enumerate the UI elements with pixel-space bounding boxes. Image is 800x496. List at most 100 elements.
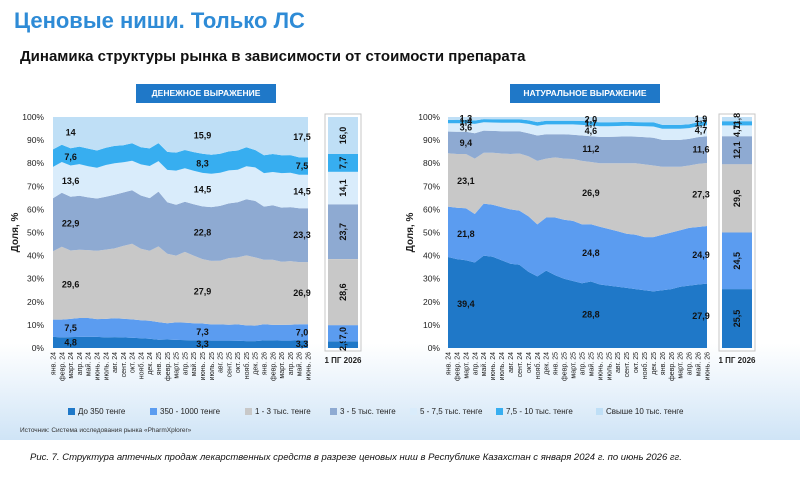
summary-bar-label: 23,7: [338, 223, 348, 241]
area-series-5: [448, 119, 707, 129]
x-tick-label: июль. 24: [103, 352, 110, 381]
x-tick-label: июль. 25: [606, 352, 613, 381]
x-tick-label: дек. 25: [253, 352, 260, 375]
x-tick-label: март. 26: [279, 352, 286, 379]
x-tick-label: июнь. 26: [306, 352, 313, 380]
x-tick-label: янв. 26: [262, 352, 269, 375]
data-label: 14,5: [293, 187, 311, 197]
legend-item: До 350 тенге: [68, 406, 125, 418]
x-tick-label: июнь. 25: [597, 352, 604, 380]
area-series-6: [53, 117, 308, 158]
y-tick-label: 90%: [27, 135, 44, 145]
legend-label: 3 - 5 тыс. тенге: [340, 407, 396, 416]
data-label: 7,0: [296, 327, 309, 337]
data-label: 27,9: [194, 286, 212, 296]
y-tick-label: 40%: [423, 251, 440, 261]
summary-bar-label: 1,8: [732, 113, 742, 126]
summary-bar-segment: [328, 117, 358, 154]
legend-item: Свыше 10 тыс. тенге: [596, 406, 683, 418]
y-tick-label: 0%: [32, 343, 45, 353]
data-label: 24,8: [582, 248, 600, 258]
area-series-4: [448, 122, 707, 140]
summary-bar-segment: [722, 136, 752, 165]
x-tick-label: апр. 26: [687, 352, 694, 375]
x-tick-label: янв. 25: [156, 352, 163, 375]
y-tick-label: 10%: [27, 320, 44, 330]
area-series-5: [53, 143, 308, 175]
x-tick-label: май. 24: [480, 352, 488, 376]
data-label: 1,3: [460, 114, 473, 124]
summary-bar-label: 7,7: [338, 157, 348, 170]
data-label: 11,6: [692, 145, 709, 155]
data-label: 26,9: [582, 188, 600, 198]
data-label: 4,8: [64, 338, 77, 348]
x-tick-label: авг. 25: [218, 352, 225, 373]
summary-bar-label: 29,6: [732, 190, 742, 208]
y-tick-label: 20%: [27, 297, 44, 307]
data-label: 22,9: [62, 219, 80, 229]
x-tick-label: март. 25: [571, 352, 578, 379]
summary-bar-frame: [324, 113, 362, 352]
area-series-1: [448, 203, 707, 292]
data-label: 24,9: [692, 250, 710, 260]
x-tick-label: июль. 25: [209, 352, 216, 381]
x-tick-label: окт. 25: [633, 352, 640, 373]
legend-swatch: [150, 408, 157, 415]
summary-bar-label: 7,0: [338, 327, 348, 340]
x-tick-label: авг. 24: [508, 352, 515, 373]
x-tick-label: апр. 24: [77, 352, 84, 375]
legend-item: 3 - 5 тыс. тенге: [330, 406, 396, 418]
x-tick-label: май. 26: [296, 352, 304, 376]
legend-label: Свыше 10 тыс. тенге: [606, 407, 684, 416]
area-series-4: [53, 160, 308, 209]
legend-item: 350 - 1000 тенге: [150, 406, 220, 418]
summary-bar-segment: [722, 121, 752, 126]
y-tick-label: 20%: [423, 297, 440, 307]
y-tick-label: 70%: [27, 181, 44, 191]
badge-monetary: ДЕНЕЖНОЕ ВЫРАЖЕНИЕ: [136, 84, 276, 103]
data-label: 7,3: [196, 327, 209, 337]
x-tick-label: окт. 25: [235, 352, 242, 373]
x-tick-label: февр. 26: [669, 352, 676, 381]
y-tick-label: 80%: [423, 158, 440, 168]
x-tick-label: дек. 24: [544, 352, 551, 375]
y-tick-label: 50%: [423, 228, 440, 238]
y-tick-label: 30%: [423, 274, 440, 284]
charts-canvas: 0% 10% 20% 30% 40% 50% 60% 70% 80% 90% 100% Доля, %…: [10, 112, 756, 381]
legend-item: 7,5 - 10 тыс. тенге: [496, 406, 573, 418]
area-series-6: [448, 117, 707, 125]
y-tick-label: 40%: [27, 251, 44, 261]
area-series-3: [448, 130, 707, 167]
x-tick-label: янв. 25: [553, 352, 560, 375]
x-tick-label: июль. 24: [499, 352, 506, 381]
x-tick-label: нояб. 24: [137, 352, 145, 379]
summary-bar-segment: [328, 325, 358, 342]
summary-bar-segment: [328, 259, 358, 326]
data-label: 7,6: [64, 152, 77, 162]
data-label: 23,1: [457, 176, 475, 186]
data-label: 4,7: [695, 126, 708, 136]
x-tick-label: окт. 24: [526, 352, 533, 373]
area-series-1: [53, 318, 308, 342]
x-tick-label: нояб. 24: [534, 352, 542, 379]
area-series-3: [53, 190, 308, 263]
data-label: 28,8: [582, 310, 600, 320]
x-tick-label: янв. 24: [51, 352, 58, 375]
legend-swatch: [596, 408, 603, 415]
legend-swatch: [496, 408, 503, 415]
summary-bar-category: 1 ПГ 2026: [325, 356, 363, 365]
data-label: 1,4: [460, 117, 473, 127]
summary-bar-label: 14,1: [338, 179, 348, 197]
summary-bar-segment: [722, 125, 752, 137]
x-tick-label: февр. 24: [454, 352, 461, 381]
legend-label: 7,5 - 10 тыс. тенге: [506, 407, 573, 416]
data-label: 23,3: [293, 230, 311, 240]
x-tick-label: февр. 25: [165, 352, 172, 381]
x-tick-label: февр. 24: [59, 352, 66, 381]
x-tick-label: март. 24: [68, 352, 75, 379]
x-tick-label: март. 25: [174, 352, 181, 379]
y-tick-label: 60%: [27, 204, 44, 214]
data-label: 9,4: [460, 138, 473, 148]
data-label: 29,6: [62, 280, 80, 290]
summary-bar-label: 25,5: [732, 310, 742, 328]
